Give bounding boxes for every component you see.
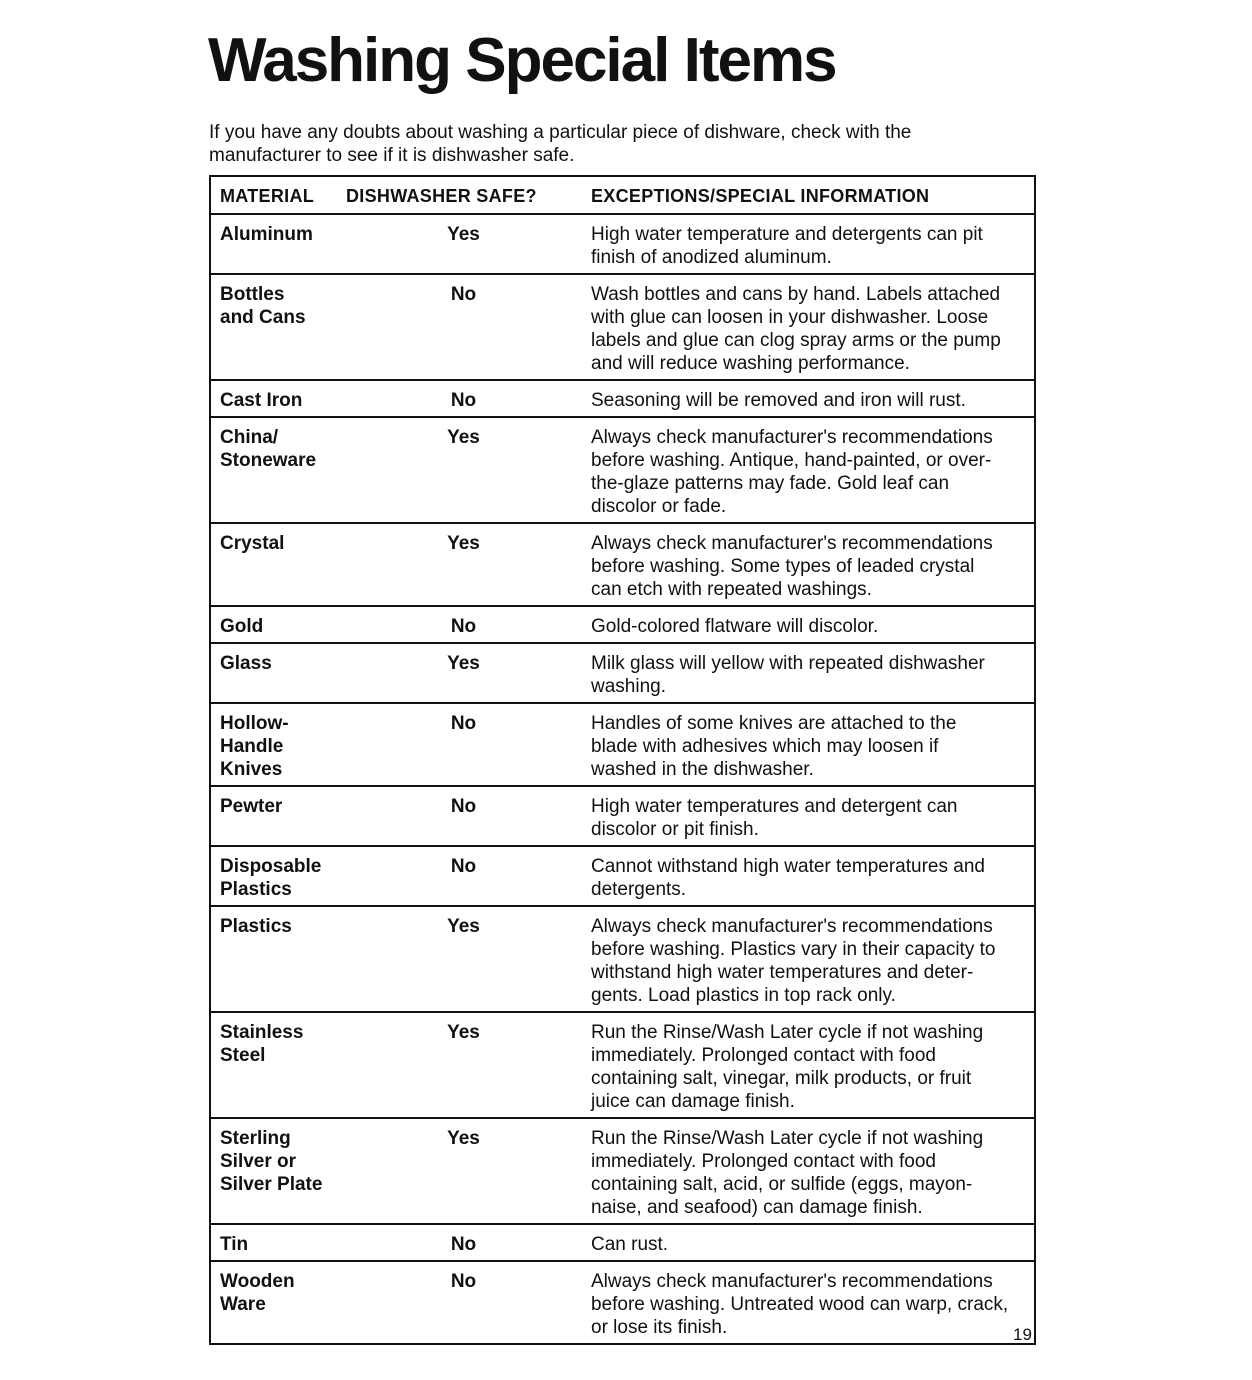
material-cell: Gold [220,616,264,637]
material-cell: Sterling Silver or Silver Plate [220,1128,323,1195]
table-row: Glass Yes Milk glass will yellow with repe… [211,642,1034,702]
page-title: Washing Special Items [208,26,838,95]
material-cell: Glass [220,653,272,674]
material-cell: Aluminum [220,224,313,245]
table-header-row: MATERIAL DISHWASHER SAFE? EXCEPTIONS/SPE… [211,177,1034,213]
table-row: Bottles and Cans No Wash bottles and cans … [211,273,1034,379]
special-items-table: MATERIAL DISHWASHER SAFE? EXCEPTIONS/SPE… [209,175,1036,1345]
material-cell: Pewter [220,796,283,817]
table-row: Hollow- Handle Knives No Handles of some k… [211,702,1034,785]
table-row: Gold No Gold-colored flatware will discolo… [211,605,1034,642]
intro-paragraph: If you have any doubts about washing a p… [209,122,912,166]
info-cell: Cannot withstand high water temperatures… [591,856,985,900]
material-cell: Plastics [220,916,292,937]
material-cell: Wooden Ware [220,1271,295,1315]
safe-cell: Yes [447,1022,480,1043]
info-cell: Always check manufacturer's recommendati… [591,1271,1009,1338]
table-row: Crystal Yes Always check manufacturer's re… [211,522,1034,605]
info-cell: Run the Rinse/Wash Later cycle if not wa… [591,1128,984,1218]
safe-cell: No [450,1234,477,1255]
info-cell: Run the Rinse/Wash Later cycle if not wa… [591,1022,984,1112]
table-row: Cast Iron No Seasoning will be removed and… [211,379,1034,416]
safe-cell: No [450,1271,477,1292]
table-row: China/ Stoneware Yes Always check manufact… [211,416,1034,522]
info-cell: Always check manufacturer's recommendati… [591,427,993,517]
material-cell: Bottles and Cans [220,284,306,328]
table-row: Tin No Can rust. [211,1223,1034,1260]
safe-cell: Yes [447,653,480,674]
safe-cell: No [450,796,477,817]
safe-cell: Yes [447,533,480,554]
safe-cell: No [450,616,477,637]
material-cell: Disposable Plastics [220,856,322,900]
safe-cell: Yes [447,224,480,245]
material-cell: Crystal [220,533,285,554]
info-cell: Handles of some knives are attached to t… [591,713,957,780]
info-cell: High water temperatures and detergent ca… [591,796,958,840]
header-dishwasher-safe: DISHWASHER SAFE? [346,186,537,206]
safe-cell: Yes [447,427,480,448]
safe-cell: Yes [447,916,480,937]
info-cell: Seasoning will be removed and iron will … [591,390,966,411]
table-row: Wooden Ware No Always check manufacturer's… [211,1260,1034,1343]
material-cell: Cast Iron [220,390,303,411]
table-row: Stainless Steel Yes Run the Rinse/Wash Lat… [211,1011,1034,1117]
info-cell: Wash bottles and cans by hand. Labels at… [591,284,1001,374]
safe-cell: No [450,284,477,305]
table-row: Disposable Plastics No Cannot withstand hi… [211,845,1034,905]
safe-cell: No [450,856,477,877]
material-cell: China/ Stoneware [220,427,317,471]
material-cell: Hollow- Handle Knives [220,713,289,780]
info-cell: Can rust. [591,1234,669,1255]
info-cell: Milk glass will yellow with repeated dis… [591,653,985,697]
safe-cell: No [450,390,477,411]
table-row: Plastics Yes Always check manufacturer's r… [211,905,1034,1011]
material-cell: Tin [220,1234,249,1255]
safe-cell: Yes [447,1128,480,1149]
info-cell: Always check manufacturer's recommendati… [591,533,993,600]
page-number: 19 [1013,1325,1032,1344]
info-cell: Gold-colored flatware will discolor. [591,616,879,637]
table-row: Sterling Silver or Silver Plate Yes Run th… [211,1117,1034,1223]
info-cell: High water temperature and detergents ca… [591,224,983,268]
material-cell: Stainless Steel [220,1022,304,1066]
header-exceptions: EXCEPTIONS/SPECIAL INFORMATION [591,186,930,206]
header-material: MATERIAL [220,186,315,206]
info-cell: Always check manufacturer's recommendati… [591,916,996,1006]
safe-cell: No [450,713,477,734]
table-row: Pewter No High water temperatures and dete… [211,785,1034,845]
table-row: Aluminum Yes High water temperature and de… [211,213,1034,273]
